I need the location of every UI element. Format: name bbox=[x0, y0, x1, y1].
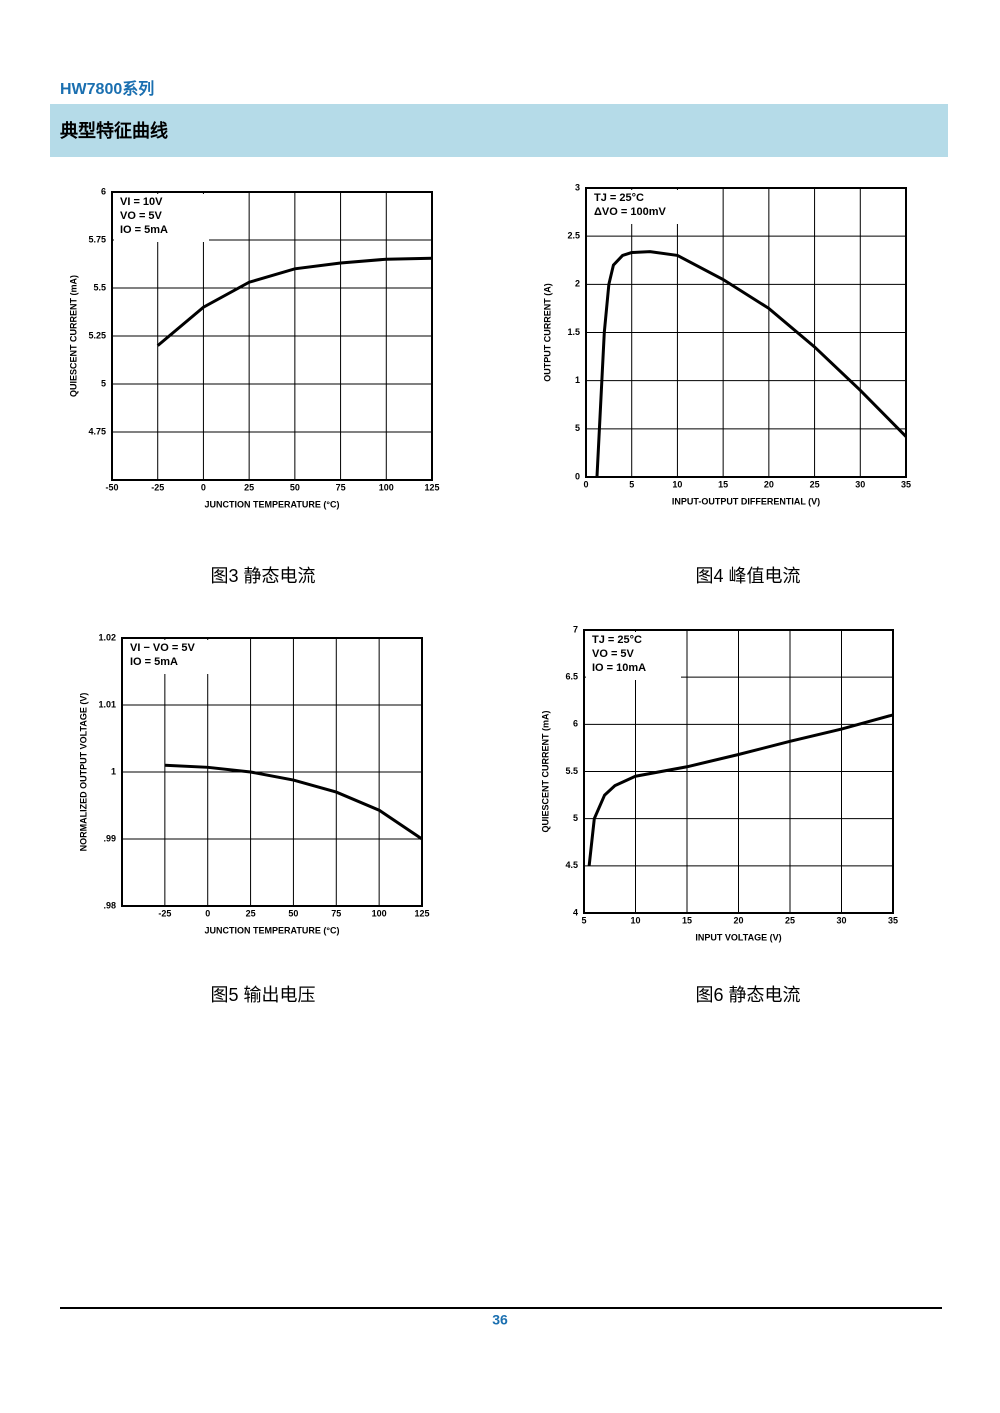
data-line bbox=[595, 250, 908, 478]
x-axis-label: JUNCTION TEMPERATURE (°C) bbox=[205, 499, 340, 509]
x-tick-label: 25 bbox=[785, 915, 795, 925]
page-number: 36 bbox=[492, 1312, 508, 1328]
x-tick-label: -25 bbox=[151, 482, 164, 492]
annotation: VI − VO = 5V bbox=[130, 642, 195, 654]
x-tick-label: 5 bbox=[629, 479, 634, 489]
x-axis-label: INPUT VOLTAGE (V) bbox=[695, 932, 781, 942]
x-tick-label: 0 bbox=[201, 482, 206, 492]
y-tick-label: 2 bbox=[575, 279, 580, 289]
annotation: TJ = 25°C bbox=[594, 192, 644, 204]
x-tick-label: 35 bbox=[888, 915, 898, 925]
x-tick-label: 25 bbox=[246, 908, 256, 918]
annotation-box bbox=[114, 194, 209, 242]
plot-frame bbox=[121, 637, 423, 907]
annotation: ΔVO = 100mV bbox=[594, 206, 666, 218]
x-tick-label: 125 bbox=[414, 908, 429, 918]
data-line bbox=[164, 763, 423, 841]
annotation: IO = 5mA bbox=[120, 224, 168, 236]
x-axis-label: JUNCTION TEMPERATURE (°C) bbox=[205, 925, 340, 935]
figure-caption: 图4 峰值电流 bbox=[695, 566, 800, 586]
y-tick-label: 1 bbox=[575, 375, 580, 385]
section-title: 典型特征曲线 bbox=[60, 120, 168, 141]
y-tick-label: 5.25 bbox=[88, 330, 106, 340]
x-tick-label: 5 bbox=[581, 915, 586, 925]
annotation: VI = 10V bbox=[120, 196, 163, 208]
plot-frame bbox=[583, 629, 894, 914]
y-tick-label: 5.5 bbox=[565, 766, 578, 776]
x-tick-label: 75 bbox=[336, 482, 346, 492]
data-line bbox=[156, 256, 433, 347]
x-tick-label: 50 bbox=[290, 482, 300, 492]
y-tick-label: 6 bbox=[101, 186, 106, 196]
y-axis-label: OUTPUT CURRENT (A) bbox=[542, 283, 552, 382]
y-tick-label: 1.01 bbox=[98, 699, 116, 709]
y-tick-label: 6.5 bbox=[565, 672, 578, 682]
x-tick-label: 100 bbox=[372, 908, 387, 918]
annotation-box bbox=[588, 190, 683, 224]
section-band bbox=[50, 104, 948, 157]
y-tick-label: 5 bbox=[101, 378, 106, 388]
y-tick-label: 1 bbox=[111, 766, 116, 776]
plot-frame bbox=[111, 191, 433, 481]
annotation-box bbox=[124, 640, 219, 674]
y-tick-label: 2.5 bbox=[567, 231, 580, 241]
y-tick-label: 5 bbox=[575, 423, 580, 433]
y-tick-label: 7 bbox=[573, 624, 578, 634]
x-tick-label: 50 bbox=[288, 908, 298, 918]
x-tick-label: 0 bbox=[205, 908, 210, 918]
series-title: HW7800系列 bbox=[60, 79, 154, 98]
y-tick-label: 5.75 bbox=[88, 234, 106, 244]
x-tick-label: 25 bbox=[810, 479, 820, 489]
y-tick-label: 4.75 bbox=[88, 426, 106, 436]
x-tick-label: 125 bbox=[424, 482, 439, 492]
data-line bbox=[587, 713, 894, 866]
x-tick-label: 15 bbox=[718, 479, 728, 489]
x-tick-label: 10 bbox=[630, 915, 640, 925]
y-tick-label: 1.02 bbox=[98, 632, 116, 642]
x-tick-label: 75 bbox=[331, 908, 341, 918]
x-tick-label: 30 bbox=[836, 915, 846, 925]
x-tick-label: 25 bbox=[244, 482, 254, 492]
annotation-box bbox=[586, 632, 681, 680]
y-tick-label: 3 bbox=[575, 182, 580, 192]
annotation: IO = 5mA bbox=[130, 656, 178, 668]
y-axis-label: NORMALIZED OUTPUT VOLTAGE (V) bbox=[78, 693, 88, 852]
x-tick-label: 20 bbox=[764, 479, 774, 489]
annotation: VO = 5V bbox=[120, 210, 163, 222]
y-tick-label: 4.5 bbox=[565, 860, 578, 870]
x-tick-label: 10 bbox=[672, 479, 682, 489]
figure-caption: 图5 输出电压 bbox=[210, 985, 315, 1005]
figure-caption: 图3 静态电流 bbox=[210, 566, 315, 586]
x-tick-label: 30 bbox=[855, 479, 865, 489]
x-tick-label: -50 bbox=[105, 482, 118, 492]
y-tick-label: 0 bbox=[575, 471, 580, 481]
annotation: IO = 10mA bbox=[592, 662, 646, 674]
y-axis-label: QUIESCENT CURRENT (mA) bbox=[540, 710, 550, 832]
x-tick-label: 35 bbox=[901, 479, 911, 489]
x-tick-label: 100 bbox=[379, 482, 394, 492]
y-tick-label: 6 bbox=[573, 719, 578, 729]
y-tick-label: 1.5 bbox=[567, 327, 580, 337]
y-tick-label: 4 bbox=[573, 907, 578, 917]
x-tick-label: 20 bbox=[733, 915, 743, 925]
plot-frame bbox=[585, 187, 907, 478]
x-axis-label: INPUT-OUTPUT DIFFERENTIAL (V) bbox=[672, 496, 820, 506]
y-tick-label: 5 bbox=[573, 813, 578, 823]
y-tick-label: 5.5 bbox=[93, 282, 106, 292]
annotation: TJ = 25°C bbox=[592, 634, 642, 646]
figure-caption: 图6 静态电流 bbox=[695, 985, 800, 1005]
x-tick-label: 15 bbox=[682, 915, 692, 925]
x-tick-label: -25 bbox=[158, 908, 171, 918]
y-tick-label: .99 bbox=[103, 833, 116, 843]
y-tick-label: .98 bbox=[103, 900, 116, 910]
x-tick-label: 0 bbox=[583, 479, 588, 489]
y-axis-label: QUIESCENT CURRENT (mA) bbox=[68, 275, 78, 397]
annotation: VO = 5V bbox=[592, 648, 635, 660]
